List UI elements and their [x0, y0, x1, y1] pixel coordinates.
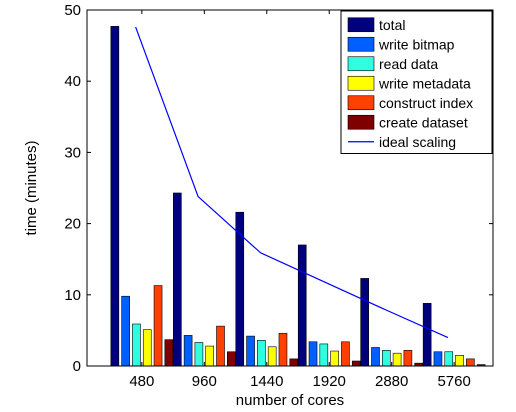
- x-tick-label-960: 960: [192, 373, 217, 390]
- bar-construct-index-480: [153, 285, 163, 367]
- ideal-scaling-layer: [135, 26, 449, 339]
- bar-read-data-2880: [381, 350, 391, 367]
- x-axis: 480 960 1440 1920 2880 5760: [129, 10, 471, 390]
- bar-read-data-1440: [257, 340, 266, 367]
- plot-frame: [86, 9, 494, 367]
- legend-swatch-write-bitmap: [347, 36, 375, 52]
- bar-read-data-1920: [319, 343, 329, 367]
- bar-read-data-480: [132, 323, 141, 367]
- legend-label-read-data: read data: [379, 56, 438, 72]
- bar-write-bitmap-1920: [308, 341, 318, 367]
- x-axis-title: number of cores: [236, 392, 344, 409]
- y-axis: 0 10 20 30 40 50: [64, 2, 493, 375]
- legend-swatch-total: [347, 17, 375, 33]
- legend-label-write-metadata: write metadata: [378, 75, 471, 91]
- bar-write-bitmap-1440: [246, 335, 255, 367]
- bar-create-dataset-480: [164, 339, 174, 367]
- bar-write-metadata-5760: [455, 355, 464, 367]
- bar-total-1920: [297, 244, 307, 367]
- bar-create-dataset-1920: [351, 360, 361, 367]
- x-tick-label-2880: 2880: [375, 373, 408, 390]
- bar-construct-index-960: [216, 325, 225, 367]
- bar-write-metadata-1920: [330, 350, 339, 367]
- bar-total-2880: [360, 278, 369, 367]
- bar-total-1440: [235, 211, 245, 367]
- bar-construct-index-1440: [278, 332, 288, 367]
- y-axis-title: time (minutes): [23, 140, 40, 235]
- bar-write-metadata-960: [205, 345, 215, 367]
- bar-create-dataset-1440: [289, 358, 299, 367]
- legend-swatch-create-dataset: [347, 114, 375, 130]
- y-tick-label-50: 50: [64, 2, 81, 19]
- y-tick-label-30: 30: [64, 144, 81, 161]
- bar-total-5760: [422, 303, 432, 367]
- bars-layer: [110, 26, 486, 367]
- bar-write-bitmap-5760: [433, 351, 443, 367]
- legend-label-total: total: [379, 17, 405, 33]
- x-tick-label-480: 480: [129, 373, 154, 390]
- bar-read-data-960: [194, 342, 204, 367]
- bar-write-metadata-480: [142, 329, 152, 367]
- bar-total-960: [173, 192, 182, 367]
- bar-total-480: [110, 26, 120, 367]
- bar-read-data-5760: [444, 351, 454, 367]
- bar-construct-index-2880: [403, 350, 413, 367]
- x-tick-label-1440: 1440: [250, 373, 283, 390]
- bar-write-bitmap-2880: [371, 347, 380, 367]
- legend-swatch-construct-index: [347, 95, 375, 111]
- y-tick-label-20: 20: [64, 216, 81, 233]
- x-tick-label-1920: 1920: [313, 373, 346, 390]
- bar-write-metadata-2880: [392, 352, 402, 367]
- ideal-scaling-line: [135, 26, 449, 339]
- x-tick-label-5760: 5760: [437, 373, 470, 390]
- legend-swatch-read-data: [347, 56, 375, 72]
- legend-label-ideal-scaling: ideal scaling: [379, 134, 456, 150]
- bar-construct-index-1920: [341, 341, 350, 367]
- y-tick-label-0: 0: [73, 358, 81, 375]
- bar-create-dataset-960: [227, 351, 236, 367]
- legend-label-write-bitmap: write bitmap: [378, 36, 455, 52]
- legend-label-create-dataset: create dataset: [379, 114, 468, 130]
- legend-label-construct-index: construct index: [379, 95, 473, 111]
- y-tick-label-40: 40: [64, 73, 81, 90]
- legend-swatch-write-metadata: [347, 75, 375, 91]
- bar-write-bitmap-960: [183, 335, 193, 367]
- legend: total write bitmap read data write metadata…: [340, 10, 493, 154]
- y-tick-label-10: 10: [64, 287, 81, 304]
- bar-write-bitmap-480: [121, 295, 130, 367]
- bar-write-metadata-1440: [267, 346, 277, 367]
- bar-construct-index-5760: [466, 358, 475, 367]
